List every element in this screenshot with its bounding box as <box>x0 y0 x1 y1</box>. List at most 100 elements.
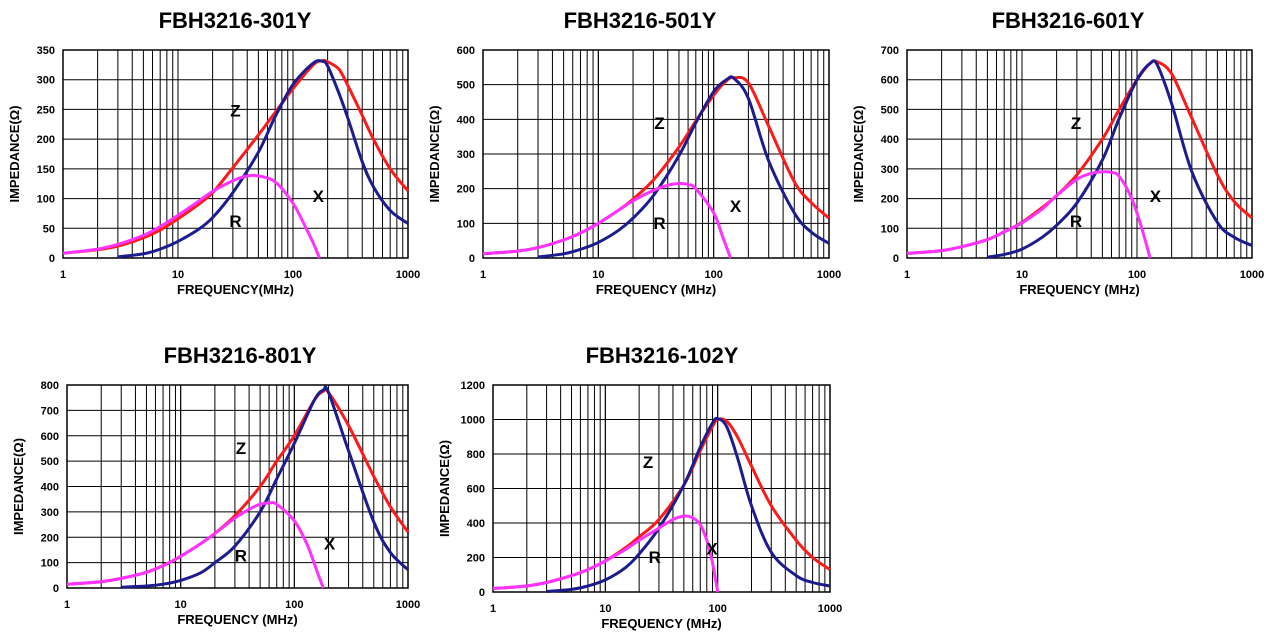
y-tick-label: 300 <box>37 75 55 87</box>
y-tick-label: 600 <box>457 45 475 57</box>
chart-title: FBH3216-501Y <box>563 8 717 33</box>
y-tick-label: 0 <box>893 253 899 265</box>
y-tick-label: 600 <box>467 484 485 496</box>
y-tick-label: 1000 <box>461 415 485 427</box>
series-line-x <box>987 59 1253 259</box>
series-line-x <box>117 59 409 259</box>
y-tick-label: 0 <box>469 253 475 265</box>
y-tick-label: 700 <box>41 405 59 417</box>
y-tick-label: 500 <box>41 456 59 468</box>
y-tick-label: 800 <box>41 380 59 392</box>
y-tick-label: 0 <box>53 583 59 595</box>
x-tick-label: 1000 <box>396 269 420 281</box>
series-annotation-x: X <box>706 540 718 559</box>
y-axis-label: IMPEDANCE(Ω) <box>7 105 22 202</box>
x-axis-label: FREQUENCY (MHz) <box>1019 282 1139 297</box>
y-tick-label: 700 <box>881 45 899 57</box>
y-tick-label: 100 <box>457 218 475 230</box>
y-tick-label: 200 <box>467 553 485 565</box>
series-line-x <box>121 385 410 589</box>
plot-frame <box>62 49 409 259</box>
y-tick-label: 100 <box>37 194 55 206</box>
series-annotation-z: Z <box>654 114 664 133</box>
chart-title: FBH3216-301Y <box>158 8 312 33</box>
series-line-z <box>62 58 410 255</box>
y-tick-label: 200 <box>41 532 59 544</box>
series-line-x <box>537 75 830 259</box>
y-tick-label: 600 <box>881 75 899 87</box>
x-axis-label: FREQUENCY (MHz) <box>177 612 297 627</box>
y-tick-label: 50 <box>43 223 55 235</box>
y-axis-label: IMPEDANCE(Ω) <box>437 440 452 537</box>
y-tick-label: 400 <box>467 518 485 530</box>
x-tick-label: 10 <box>172 269 184 281</box>
x-axis-label: FREQUENCY(MHz) <box>177 282 294 297</box>
plot-frame <box>906 49 1253 259</box>
chart-title: FBH3216-801Y <box>163 343 317 368</box>
x-tick-label: 10 <box>1016 269 1028 281</box>
x-tick-label: 100 <box>1128 269 1146 281</box>
y-tick-label: 100 <box>881 223 899 235</box>
x-tick-label: 100 <box>708 603 726 615</box>
series-annotation-r: R <box>235 547 247 566</box>
x-tick-label: 1000 <box>817 269 841 281</box>
y-tick-label: 400 <box>457 114 475 126</box>
y-axis-label: IMPEDANCE(Ω) <box>851 105 866 202</box>
x-tick-label: 1 <box>904 269 910 281</box>
y-tick-label: 350 <box>37 45 55 57</box>
x-axis-label: FREQUENCY (MHz) <box>601 616 721 631</box>
chart-title: FBH3216-102Y <box>585 343 739 368</box>
y-axis-label: IMPEDANCE(Ω) <box>427 105 442 202</box>
series-annotation-z: Z <box>1071 114 1081 133</box>
x-tick-label: 100 <box>285 599 303 611</box>
x-tick-label: 10 <box>175 599 187 611</box>
plot-frame <box>482 49 830 259</box>
x-tick-label: 1000 <box>818 603 842 615</box>
series-annotation-r: R <box>229 212 241 231</box>
y-tick-label: 200 <box>457 184 475 196</box>
series-annotation-z: Z <box>643 453 653 472</box>
y-tick-label: 800 <box>467 449 485 461</box>
y-tick-label: 500 <box>881 104 899 116</box>
y-tick-label: 300 <box>41 507 59 519</box>
x-tick-label: 1 <box>480 269 486 281</box>
series-annotation-r: R <box>1070 212 1082 231</box>
y-tick-label: 300 <box>457 149 475 161</box>
y-tick-label: 200 <box>881 194 899 206</box>
series-annotation-z: Z <box>230 102 240 121</box>
series-line-r <box>482 181 732 259</box>
x-tick-label: 1000 <box>1240 269 1264 281</box>
series-line-x <box>546 416 831 593</box>
series-line-r <box>492 514 720 593</box>
y-tick-label: 400 <box>41 482 59 494</box>
y-tick-label: 500 <box>457 80 475 92</box>
chart-title: FBH3216-601Y <box>991 8 1145 33</box>
series-annotation-x: X <box>1150 187 1162 206</box>
y-tick-label: 150 <box>37 164 55 176</box>
y-tick-label: 0 <box>49 253 55 265</box>
series-annotation-r: R <box>649 548 661 567</box>
y-tick-label: 400 <box>881 134 899 146</box>
series-annotation-r: R <box>653 214 665 233</box>
series-line-r <box>66 501 325 589</box>
y-tick-label: 200 <box>37 134 55 146</box>
x-tick-label: 10 <box>592 269 604 281</box>
series-annotation-x: X <box>313 187 325 206</box>
plot-frame <box>66 384 409 589</box>
series-annotation-z: Z <box>236 439 246 458</box>
y-tick-label: 600 <box>41 431 59 443</box>
y-tick-label: 100 <box>41 558 59 570</box>
x-axis-label: FREQUENCY (MHz) <box>596 282 716 297</box>
x-tick-label: 10 <box>599 603 611 615</box>
y-tick-label: 300 <box>881 164 899 176</box>
x-tick-label: 100 <box>284 269 302 281</box>
x-tick-label: 1 <box>64 599 70 611</box>
series-line-r <box>906 170 1152 259</box>
x-tick-label: 100 <box>704 269 722 281</box>
